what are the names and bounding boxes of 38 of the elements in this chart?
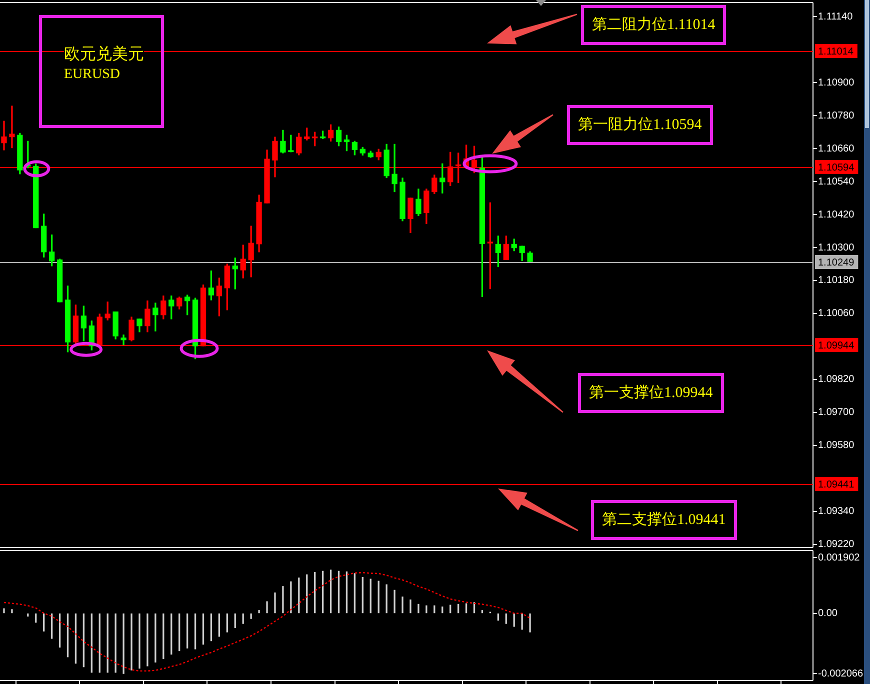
ref-line-label: 1.09944 xyxy=(818,340,855,352)
candlestick xyxy=(392,144,398,192)
y-tick-label: 1.11140 xyxy=(818,11,854,22)
y-tick-label: 1.10420 xyxy=(818,209,855,220)
y-tick-label: 1.09220 xyxy=(818,539,855,550)
line-series xyxy=(3,572,531,672)
annotation: 第二支撑位1.09441 xyxy=(602,512,726,528)
ref-line-label: 1.11014 xyxy=(818,46,854,58)
y-tick-label: 1.10060 xyxy=(818,308,855,320)
text-frame: 欧元兑美元 EURUSD xyxy=(39,15,164,128)
y-tick-label: -0.002066 xyxy=(818,668,864,680)
annotation: 第一阻力位1.10594 xyxy=(578,116,702,133)
y-tick-label: 1.10180 xyxy=(818,275,855,286)
ref-line-label: 1.09441 xyxy=(818,479,855,490)
y-tick-label: 0.001902 xyxy=(818,552,860,564)
y-tick-label: 0.00 xyxy=(818,608,838,620)
y-tick-label: 1.10780 xyxy=(818,110,855,122)
candlestick xyxy=(9,106,15,148)
y-tick-label: 1.09700 xyxy=(818,407,855,418)
y-tick-label: 1.10300 xyxy=(818,242,855,254)
y-tick-label: 1.09580 xyxy=(818,440,855,452)
candlestick xyxy=(120,334,126,346)
annotation: 第二阻力位1.11014 xyxy=(592,17,716,34)
annotation: 第一支撑位1.09944 xyxy=(589,385,713,402)
candlestick xyxy=(1,120,7,150)
candlestick xyxy=(288,134,294,152)
y-tick-label: 1.09820 xyxy=(818,374,855,386)
text-frame: 第一阻力位1.10594 xyxy=(567,104,713,145)
ref-line-label: 1.10594 xyxy=(818,162,855,174)
y-tick-label: 1.10900 xyxy=(818,77,855,88)
y-tick-label: 1.09340 xyxy=(818,506,855,518)
y-tick-label: 1.10660 xyxy=(818,143,855,154)
text-frame: 第一支撑位1.09944 xyxy=(578,373,724,414)
candlestick xyxy=(152,302,158,332)
y-tick-label: 1.10540 xyxy=(818,176,855,188)
text-frame: 第二阻力位1.11014 xyxy=(581,5,726,46)
ref-line-label: 1.10249 xyxy=(818,257,855,268)
text-frame: 第二支撑位1.09441 xyxy=(591,500,737,540)
